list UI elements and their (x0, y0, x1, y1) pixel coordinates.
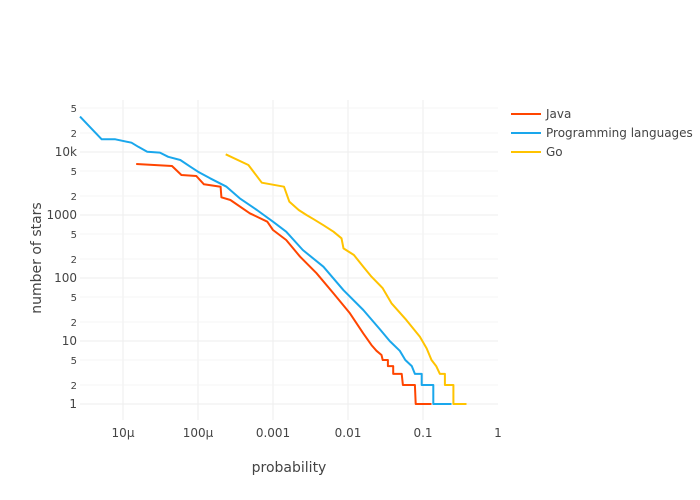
x-tick-label: 1 (494, 426, 502, 440)
y-tick-label: 2 (71, 129, 77, 140)
y-tick-label: 5 (71, 230, 77, 241)
x-axis-ticks: 10μ 100μ 0.001 0.01 0.1 1 (112, 426, 502, 440)
series-lines (79, 115, 467, 405)
legend-item-go[interactable]: Go (511, 145, 563, 159)
series-line-go (225, 153, 467, 405)
legend-label: Java (545, 107, 571, 121)
y-tick-label: 1000 (46, 208, 77, 222)
x-tick-label: 0.01 (335, 426, 362, 440)
series-line-java (136, 163, 432, 405)
legend-item-programming-languages[interactable]: Programming languages (511, 126, 693, 140)
y-tick-label: 5 (71, 293, 77, 304)
y-tick-label: 2 (71, 192, 77, 203)
x-tick-label: 10μ (112, 426, 135, 440)
y-tick-label: 5 (71, 356, 77, 367)
x-tick-label: 0.001 (256, 426, 290, 440)
x-axis-title: probability (252, 460, 327, 476)
legend-item-java[interactable]: Java (511, 107, 571, 121)
legend[interactable]: Java Programming languages Go (511, 107, 693, 159)
y-tick-label: 5 (71, 167, 77, 178)
y-tick-label: 100 (54, 271, 77, 285)
y-tick-label: 5 (71, 104, 77, 115)
legend-label: Programming languages (546, 126, 693, 140)
y-tick-label: 2 (71, 381, 77, 392)
grid-lines (80, 100, 498, 420)
y-tick-label: 1 (69, 397, 77, 411)
y-tick-label: 10 (62, 334, 77, 348)
x-tick-label: 0.1 (413, 426, 432, 440)
y-tick-label: 2 (71, 255, 77, 266)
y-tick-label: 2 (71, 318, 77, 329)
legend-label: Go (546, 145, 563, 159)
y-tick-label: 10k (55, 145, 77, 159)
y-axis-title: number of stars (29, 202, 45, 313)
y-axis-ticks: 1 2 5 10 2 5 100 2 5 1000 2 5 10k 2 5 (46, 104, 77, 411)
x-tick-label: 100μ (183, 426, 214, 440)
series-line-programming-languages (79, 115, 452, 405)
